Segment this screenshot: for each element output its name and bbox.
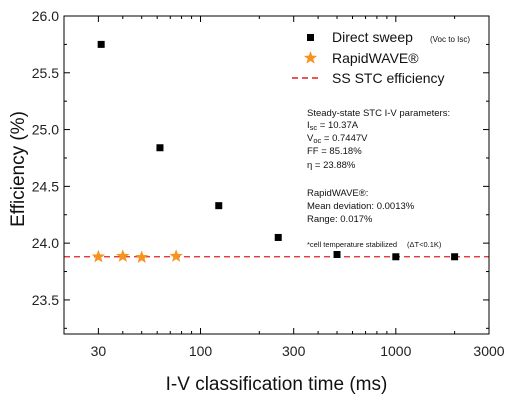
direct-sweep-point (274, 233, 282, 241)
x-axis-title: I-V classification time (ms) (166, 374, 388, 395)
y-tick-label: 24.5 (32, 178, 59, 194)
legend: Direct sweep (Voc to Isc) RapidWAVE® SS … (292, 29, 470, 86)
annotation-isc-value: = 10.37A (320, 120, 359, 131)
annotation-isc: Isc = 10.37A (307, 120, 359, 132)
legend-label-direct-sweep: Direct sweep (332, 29, 413, 45)
direct-sweep-point (215, 202, 223, 210)
y-tick-label: 23.5 (32, 292, 59, 308)
x-tick-label: 1000 (380, 343, 411, 359)
legend-star-marker (303, 51, 318, 64)
x-tick-label: 100 (189, 343, 213, 359)
x-tick-label: 30 (91, 343, 107, 359)
legend-label-ss-stc: SS STC efficiency (332, 70, 445, 86)
parameters-annotation: Steady-state STC I-V parameters: Isc = 1… (307, 108, 450, 249)
annotation-note-delta: (ΔT<0.1K) (407, 240, 442, 249)
rapidwave-point (135, 250, 149, 263)
x-tick-label: 3000 (473, 343, 504, 359)
direct-sweep-point (156, 144, 164, 152)
annotation-eta: η = 23.88% (307, 160, 356, 171)
y-tick-label: 25.5 (32, 65, 59, 81)
annotation-ff: FF = 85.18% (307, 146, 362, 157)
direct-sweep-point (392, 253, 400, 261)
legend-square-marker (307, 34, 314, 41)
annotation-voc-value: = 0.7447V (324, 133, 368, 144)
y-tick-label: 24.0 (32, 235, 59, 251)
direct-sweep-point (451, 253, 459, 261)
legend-note-direct-sweep: (Voc to Isc) (430, 35, 470, 44)
axis-ticks: 23.5 24.0 24.5 25.0 25.5 26.0 30 100 300 1000 3000 (32, 8, 505, 359)
chart-marks (64, 40, 489, 263)
x-tick-label: 300 (282, 343, 306, 359)
plot-frame (63, 15, 490, 335)
rapidwave-point (116, 249, 130, 262)
annotation-note: *cell temperature stabilized (307, 240, 397, 249)
direct-sweep-point (97, 40, 105, 48)
direct-sweep-point (333, 251, 341, 258)
legend-label-rapidwave: RapidWAVE® (332, 50, 419, 66)
y-axis-title: Efficiency (%) (8, 111, 29, 227)
annotation-mean-deviation: Mean deviation: 0.0013% (307, 201, 415, 212)
annotation-rapidwave-header: RapidWAVE®: (307, 188, 368, 199)
annotation-header: Steady-state STC I-V parameters: (307, 108, 450, 119)
rapidwave-point (169, 249, 183, 262)
annotation-range: Range: 0.017% (307, 214, 373, 225)
y-tick-label: 26.0 (32, 8, 59, 24)
annotation-voc: Voc = 0.7447V (307, 133, 368, 145)
rapidwave-point (91, 249, 106, 263)
y-tick-label: 25.0 (32, 122, 59, 138)
